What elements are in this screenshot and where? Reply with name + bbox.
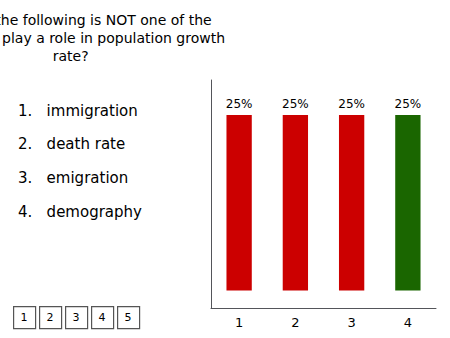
svg-text:2. death rate: 2. death rate [18, 135, 125, 153]
svg-text:3: 3 [347, 315, 355, 330]
svg-text:factors that play a role in po: factors that play a role in population g… [0, 30, 225, 46]
svg-text:1: 1 [21, 311, 28, 324]
svg-text:25%: 25% [282, 97, 309, 111]
svg-text:2: 2 [291, 315, 299, 330]
svg-text:25%: 25% [226, 97, 253, 111]
svg-text:4: 4 [99, 311, 106, 324]
svg-text:1. immigration: 1. immigration [18, 102, 138, 120]
svg-text:2: 2 [47, 311, 54, 324]
svg-text:rate?: rate? [53, 48, 89, 64]
svg-text:1: 1 [235, 315, 243, 330]
svg-text:25%: 25% [338, 97, 365, 111]
svg-text:5: 5 [125, 311, 132, 324]
svg-text:25%: 25% [395, 97, 422, 111]
svg-text:3. emigration: 3. emigration [18, 169, 128, 187]
svg-text:Which of the following is NOT: Which of the following is NOT one of the [0, 12, 212, 28]
svg-text:4. demography: 4. demography [18, 203, 142, 221]
svg-text:4: 4 [404, 315, 412, 330]
svg-text:3: 3 [73, 311, 80, 324]
